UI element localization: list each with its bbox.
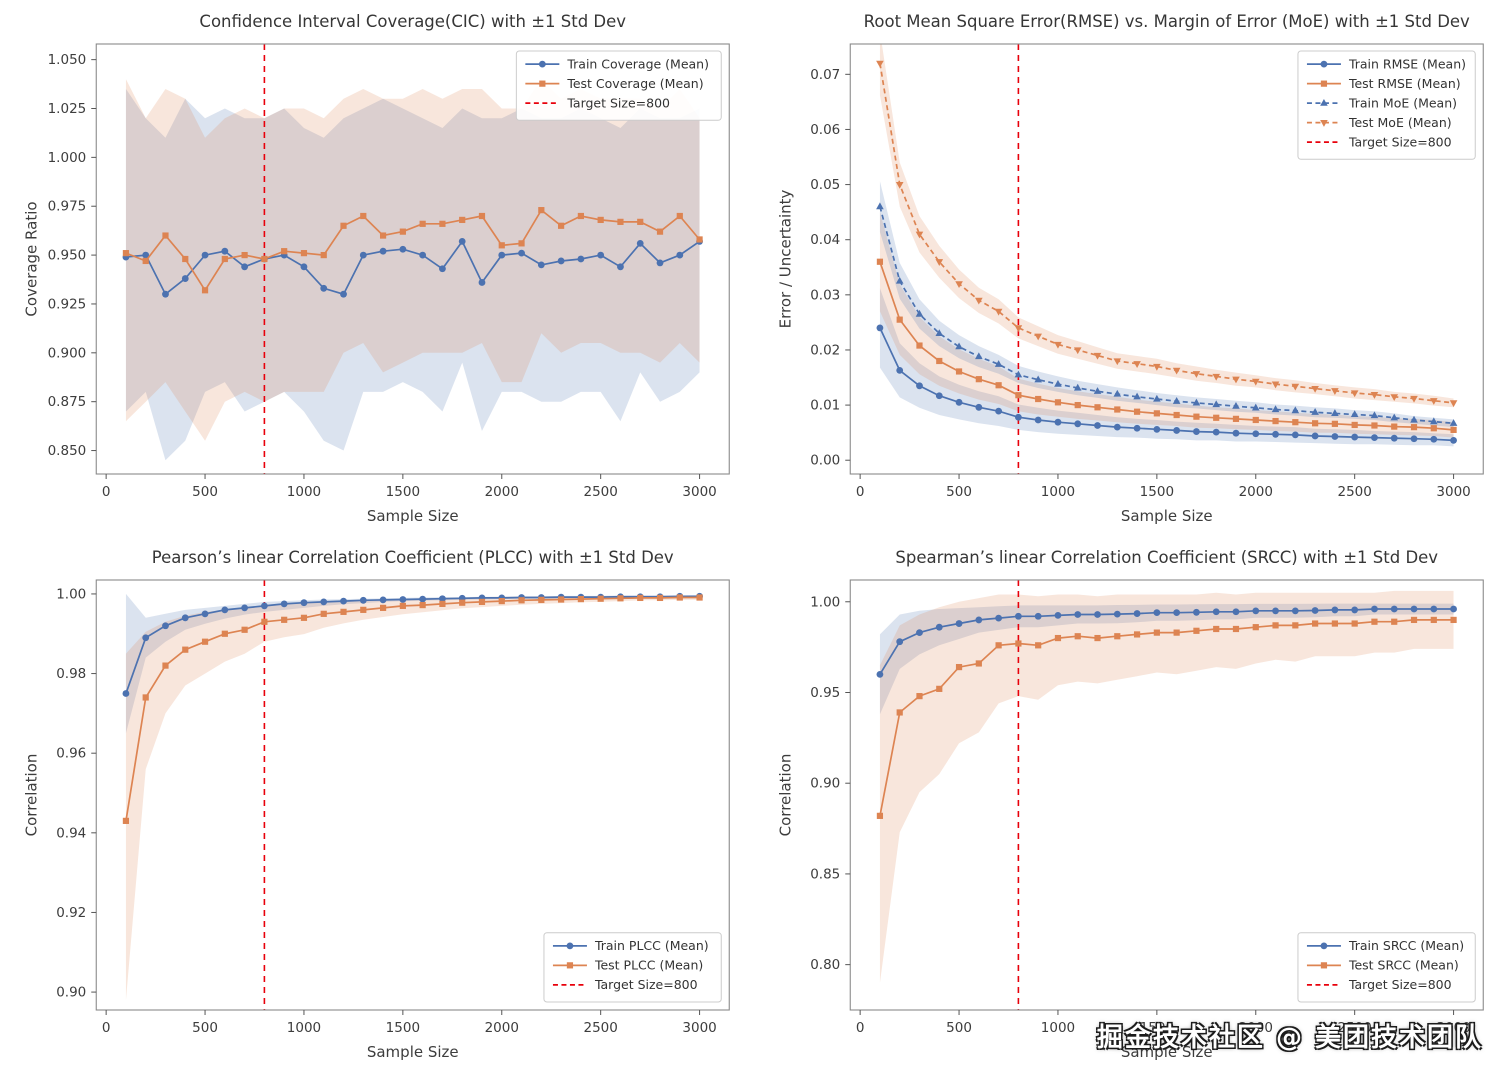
svg-text:2500: 2500 (583, 1020, 617, 1036)
svg-text:3000: 3000 (1436, 1020, 1470, 1036)
svg-text:Target Size=800: Target Size=800 (594, 977, 698, 992)
chart-rmse-moe: 0 500 1000 1500 2000 2500 3000 0.00 0.01 0.02 0.03… (754, 0, 1507, 536)
svg-text:0.04: 0.04 (810, 232, 840, 248)
svg-text:Target Size=800: Target Size=800 (1347, 977, 1451, 992)
svg-text:Train RMSE (Mean): Train RMSE (Mean) (1347, 56, 1465, 71)
svg-text:2500: 2500 (1337, 484, 1371, 500)
svg-text:Error / Uncertainty: Error / Uncertainty (776, 189, 794, 328)
chart-canvas-rmse_moe: 0 500 1000 1500 2000 2500 3000 0.00 0.01 0.02 0.03… (776, 12, 1484, 525)
svg-text:0.900: 0.900 (48, 345, 87, 361)
svg-text:0: 0 (102, 1020, 111, 1036)
svg-text:3000: 3000 (1436, 484, 1470, 500)
svg-text:Coverage Ratio: Coverage Ratio (22, 201, 40, 316)
svg-text:1500: 1500 (386, 1020, 420, 1036)
svg-text:500: 500 (946, 484, 972, 500)
svg-text:0: 0 (855, 1020, 864, 1036)
svg-text:0.90: 0.90 (810, 776, 840, 792)
svg-text:1.00: 1.00 (810, 594, 840, 610)
svg-text:0.875: 0.875 (48, 394, 87, 410)
chart-canvas-srcc: 0 500 1000 1500 2000 2500 3000 0.80 0.85 0.90 0.95… (776, 548, 1484, 1061)
svg-text:Test MoE (Mean): Test MoE (Mean) (1347, 115, 1451, 130)
svg-text:0.96: 0.96 (56, 746, 86, 762)
svg-text:0.92: 0.92 (56, 905, 86, 921)
svg-text:0.02: 0.02 (810, 342, 840, 358)
svg-text:1500: 1500 (1139, 484, 1173, 500)
svg-text:0.94: 0.94 (56, 825, 86, 841)
svg-text:1500: 1500 (1139, 1020, 1173, 1036)
svg-text:1500: 1500 (386, 484, 420, 500)
svg-text:Train MoE (Mean): Train MoE (Mean) (1347, 95, 1456, 110)
svg-text:1000: 1000 (287, 1020, 321, 1036)
svg-text:Test SRCC (Mean): Test SRCC (Mean) (1347, 958, 1458, 973)
svg-text:2500: 2500 (1337, 1020, 1371, 1036)
svg-text:0.06: 0.06 (810, 122, 840, 138)
svg-text:Sample Size: Sample Size (1120, 1043, 1212, 1061)
svg-text:Target Size=800: Target Size=800 (566, 95, 670, 110)
svg-text:0.950: 0.950 (48, 248, 87, 264)
svg-text:0.01: 0.01 (810, 398, 840, 414)
svg-text:Root Mean Square Error(RMSE) v: Root Mean Square Error(RMSE) vs. Margin … (863, 12, 1469, 31)
svg-text:0.850: 0.850 (48, 443, 87, 459)
svg-text:Train Coverage (Mean): Train Coverage (Mean) (566, 56, 709, 71)
svg-text:500: 500 (192, 484, 218, 500)
svg-text:0.03: 0.03 (810, 287, 840, 303)
svg-text:1000: 1000 (1040, 484, 1074, 500)
svg-text:1.025: 1.025 (48, 101, 87, 117)
svg-text:1000: 1000 (1040, 1020, 1074, 1036)
svg-text:Confidence Interval Coverage(C: Confidence Interval Coverage(CIC) with ±… (199, 12, 626, 31)
svg-text:3000: 3000 (682, 484, 716, 500)
svg-text:0: 0 (102, 484, 111, 500)
chart-srcc: 0 500 1000 1500 2000 2500 3000 0.80 0.85 0.90 0.95… (754, 536, 1507, 1072)
svg-text:Test RMSE (Mean): Test RMSE (Mean) (1347, 76, 1460, 91)
svg-text:Target Size=800: Target Size=800 (1347, 134, 1451, 149)
svg-text:Correlation: Correlation (22, 754, 40, 837)
svg-text:Test Coverage (Mean): Test Coverage (Mean) (566, 76, 703, 91)
svg-text:3000: 3000 (682, 1020, 716, 1036)
svg-text:0.98: 0.98 (56, 666, 86, 682)
svg-text:2500: 2500 (583, 484, 617, 500)
svg-text:2000: 2000 (1238, 1020, 1272, 1036)
svg-text:Pearson’s linear Correlation C: Pearson’s linear Correlation Coefficient… (152, 548, 674, 567)
svg-text:0.95: 0.95 (810, 685, 840, 701)
svg-text:0.05: 0.05 (810, 177, 840, 193)
svg-text:Spearman’s linear Correlation: Spearman’s linear Correlation Coefficien… (895, 548, 1438, 567)
svg-text:0.07: 0.07 (810, 67, 840, 83)
svg-text:0.80: 0.80 (810, 957, 840, 973)
svg-text:0.85: 0.85 (810, 866, 840, 882)
svg-text:2000: 2000 (485, 484, 519, 500)
svg-text:500: 500 (192, 1020, 218, 1036)
svg-text:0: 0 (855, 484, 864, 500)
svg-text:Train SRCC (Mean): Train SRCC (Mean) (1347, 938, 1463, 953)
svg-text:1.000: 1.000 (48, 150, 87, 166)
chart-plcc: 0 500 1000 1500 2000 2500 3000 0.90 0.92 0.94 0.96… (0, 536, 754, 1072)
svg-text:0.975: 0.975 (48, 199, 87, 215)
svg-text:Correlation: Correlation (776, 754, 794, 837)
svg-text:1000: 1000 (287, 484, 321, 500)
svg-text:Sample Size: Sample Size (367, 507, 459, 525)
chart-canvas-plcc: 0 500 1000 1500 2000 2500 3000 0.90 0.92 0.94 0.96… (22, 548, 730, 1061)
svg-text:Sample Size: Sample Size (1120, 507, 1212, 525)
svg-text:0.90: 0.90 (56, 985, 86, 1001)
svg-text:1.050: 1.050 (48, 52, 87, 68)
svg-text:0.925: 0.925 (48, 296, 87, 312)
svg-text:Train PLCC (Mean): Train PLCC (Mean) (594, 938, 709, 953)
svg-text:2000: 2000 (485, 1020, 519, 1036)
svg-text:Test PLCC (Mean): Test PLCC (Mean) (594, 958, 703, 973)
svg-text:500: 500 (946, 1020, 972, 1036)
svg-text:2000: 2000 (1238, 484, 1272, 500)
chart-canvas-cic: 0 500 1000 1500 2000 2500 3000 0.850 0.875 0.900 0… (22, 12, 730, 525)
svg-text:0.00: 0.00 (810, 453, 840, 469)
svg-text:Sample Size: Sample Size (367, 1043, 459, 1061)
svg-text:1.00: 1.00 (56, 586, 86, 602)
chart-cic: 0 500 1000 1500 2000 2500 3000 0.850 0.875 0.900 0… (0, 0, 754, 536)
